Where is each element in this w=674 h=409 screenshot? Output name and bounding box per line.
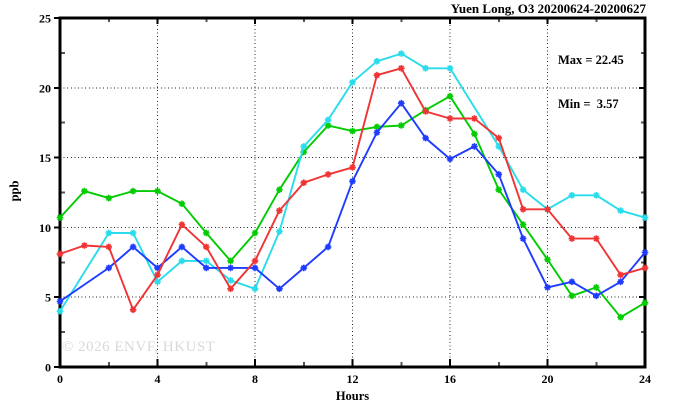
series-blue-line: [59, 102, 646, 303]
major-ticks: [54, 17, 646, 368]
y-axis-label: ppb: [7, 180, 22, 202]
gridlines: [60, 18, 645, 367]
svg-text:4: 4: [155, 372, 161, 386]
series-red: [56, 65, 649, 314]
svg-text:20: 20: [39, 81, 51, 95]
svg-text:24: 24: [639, 372, 651, 386]
plot-frame: [58, 16, 647, 369]
svg-text:15: 15: [39, 151, 51, 165]
watermark: © 2026 ENVF, HKUST: [62, 339, 216, 355]
chart-title: Yuen Long, O3 20200624-20200627: [450, 1, 646, 16]
y-tick-labels: 0 5 10 15 20 25: [39, 12, 51, 375]
x-axis-label: Hours: [335, 389, 370, 403]
series-red-markers: [56, 65, 649, 314]
svg-text:0: 0: [45, 361, 51, 375]
svg-text:0: 0: [57, 372, 63, 386]
stat-max: Max = 22.45: [558, 53, 624, 67]
svg-text:5: 5: [45, 291, 51, 305]
series-blue-markers: [56, 99, 649, 305]
svg-text:10: 10: [39, 221, 51, 235]
series-cyan-markers: [56, 50, 649, 315]
series-green-markers: [56, 92, 649, 321]
svg-text:20: 20: [542, 372, 554, 386]
svg-text:25: 25: [39, 12, 51, 26]
svg-text:12: 12: [347, 372, 359, 386]
stats-box: Max = 22.45 Min = 3.57: [558, 24, 624, 140]
stat-min: Min = 3.57: [558, 96, 619, 111]
x-tick-labels: 0 4 8 12 16 20 24: [57, 372, 651, 386]
series-blue: [56, 99, 649, 305]
svg-text:16: 16: [444, 372, 456, 386]
series-green: [56, 92, 649, 321]
series-cyan: [56, 50, 649, 315]
svg-text:8: 8: [252, 372, 258, 386]
